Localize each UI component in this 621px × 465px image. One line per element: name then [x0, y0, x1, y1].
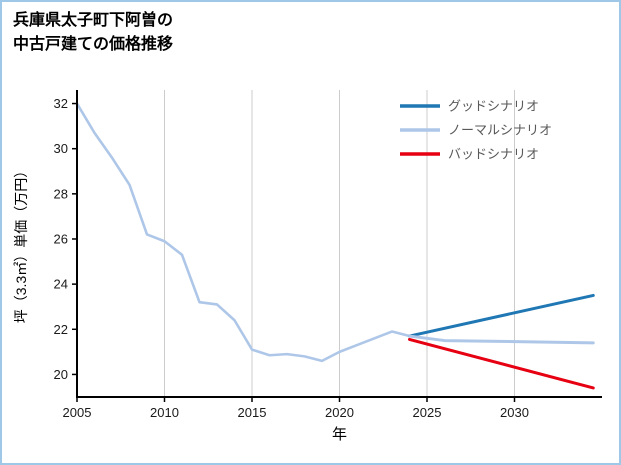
y-tick-label: 24	[54, 277, 68, 292]
x-axis-label: 年	[332, 426, 347, 443]
y-tick-label: 30	[54, 141, 68, 156]
legend-label-bad: バッドシナリオ	[448, 147, 539, 162]
x-tick-label: 2020	[325, 405, 354, 420]
y-tick-label: 28	[54, 186, 68, 201]
series-line-good	[408, 293, 595, 338]
chart-title-line2: 中古戸建ての価格推移	[13, 36, 174, 53]
y-axis-label: 坪（3.3㎡）単価（万円）	[13, 164, 29, 323]
y-tick-label: 22	[54, 322, 68, 337]
x-tick-label: 2025	[413, 405, 442, 420]
y-tick-label: 32	[54, 96, 68, 111]
legend-label-normal: ノーマルシナリオ	[448, 123, 552, 138]
x-tick-label: 2005	[63, 405, 92, 420]
x-tick-label: 2030	[500, 405, 529, 420]
series-line-normal	[408, 334, 595, 345]
legend-label-good: グッドシナリオ	[448, 99, 539, 114]
chart-title: 兵庫県太子町下阿曽の 中古戸建ての価格推移	[13, 9, 173, 57]
y-tick-label: 20	[54, 367, 68, 382]
x-tick-label: 2010	[150, 405, 179, 420]
y-tick-label: 26	[54, 231, 68, 246]
series-line-bad	[408, 337, 595, 390]
series-line-history	[75, 102, 411, 363]
x-tick-label: 2015	[238, 405, 267, 420]
chart-title-line1: 兵庫県太子町下阿曽の	[13, 12, 174, 29]
